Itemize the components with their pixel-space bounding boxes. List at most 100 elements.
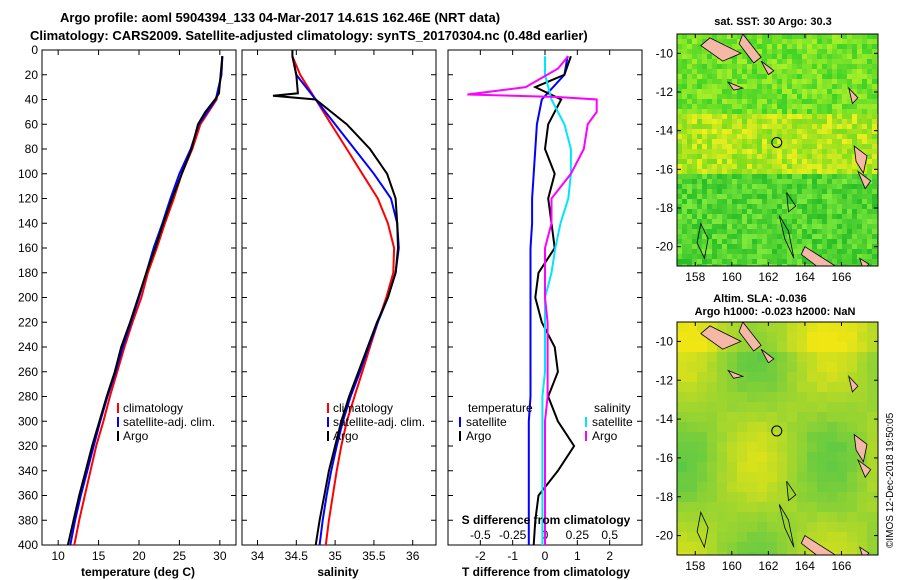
sla-map-cell xyxy=(717,472,727,482)
sla-map-cell xyxy=(787,542,797,552)
sst-map-island xyxy=(848,86,859,105)
sst-map-cell xyxy=(697,139,702,144)
sst-map-cell xyxy=(677,204,682,209)
sst-map-cell xyxy=(867,109,872,114)
sst-map-cell xyxy=(677,239,682,244)
sst-map-cell xyxy=(732,89,737,94)
sst-map-cell xyxy=(867,39,872,44)
sla-map-cell xyxy=(867,512,877,522)
sst-map-cell xyxy=(847,94,852,99)
sst-map-cell xyxy=(737,214,742,219)
sst-map-cell xyxy=(832,254,837,259)
sst-map-cell xyxy=(782,104,787,109)
sst-map-cell xyxy=(717,154,722,159)
sla-map-xtick-label: 158 xyxy=(685,559,705,573)
sst-map-cell xyxy=(827,144,832,149)
sst-map-cell xyxy=(812,44,817,49)
sst-map-cell xyxy=(792,219,797,224)
sst-map-cell xyxy=(752,229,757,234)
sst-map-cell xyxy=(797,84,802,89)
sst-map-cell xyxy=(857,204,862,209)
sla-map-cell xyxy=(677,382,687,392)
sst-map-cell xyxy=(707,109,712,114)
sst-map-cell xyxy=(742,249,747,254)
sst-map-cell xyxy=(767,259,772,264)
sst-map-cell xyxy=(807,214,812,219)
sst-map-cell xyxy=(697,84,702,89)
depth-tick-label: 320 xyxy=(18,439,38,453)
sst-map-cell xyxy=(757,224,762,229)
sst-map-cell xyxy=(807,114,812,119)
sst-map-cell xyxy=(847,254,852,259)
sst-map-cell xyxy=(717,129,722,134)
sst-map-cell xyxy=(682,179,687,184)
sst-map-cell xyxy=(697,149,702,154)
sst-map-cell xyxy=(802,259,807,264)
sst-map-cell xyxy=(777,69,782,74)
sla-map-cell xyxy=(857,532,867,542)
temperature-series-climatology xyxy=(73,56,224,545)
sst-map-cell xyxy=(697,199,702,204)
sst-map-cell xyxy=(677,224,682,229)
sst-map-cell xyxy=(732,39,737,44)
sst-map-cell xyxy=(832,144,837,149)
sst-map-cell xyxy=(742,134,747,139)
sst-map-cell xyxy=(722,119,727,124)
sst-map-cell xyxy=(777,39,782,44)
sst-map-cell xyxy=(782,264,787,266)
sst-map-cell xyxy=(827,249,832,254)
sst-map-cell xyxy=(872,154,877,159)
sst-map-cell xyxy=(807,69,812,74)
sla-map-title: Altim. SLA: -0.036 xyxy=(713,293,807,305)
sla-map-cell xyxy=(817,352,827,362)
difference-series-temperature-argo xyxy=(532,55,576,545)
sla-map-cell xyxy=(677,342,687,352)
sst-map-cell xyxy=(812,54,817,59)
sst-map-cell xyxy=(742,164,747,169)
sst-map-cell xyxy=(852,59,857,64)
sst-map-cell xyxy=(742,149,747,154)
sla-map-cell xyxy=(747,452,757,462)
sla-map-cell xyxy=(777,492,787,502)
sst-map-cell xyxy=(747,69,752,74)
sst-map-cell xyxy=(702,119,707,124)
sst-map-cell xyxy=(677,69,682,74)
depth-tick-label: 60 xyxy=(25,117,39,131)
sst-map-cell xyxy=(737,144,742,149)
sst-map-cell xyxy=(812,184,817,189)
sla-map-cell xyxy=(847,552,857,555)
sst-map-cell xyxy=(747,179,752,184)
sla-map-cell xyxy=(827,322,837,332)
sst-map-cell xyxy=(862,64,867,69)
sst-map-cell xyxy=(852,54,857,59)
sla-map-cell xyxy=(797,422,807,432)
sst-map-cell xyxy=(867,219,872,224)
sst-map-cell xyxy=(807,154,812,159)
sst-map-cell xyxy=(762,69,767,74)
sst-map-cell xyxy=(712,249,717,254)
sla-map-cell xyxy=(777,322,787,332)
sst-map-cell xyxy=(762,49,767,54)
sst-map-cell xyxy=(697,239,702,244)
sla-map-cell xyxy=(777,422,787,432)
sst-map-cell xyxy=(837,44,842,49)
sst-map-cell xyxy=(697,39,702,44)
sst-map-cell xyxy=(687,129,692,134)
sla-map-cell xyxy=(707,462,717,472)
sst-map-cell xyxy=(682,69,687,74)
sst-map-cell xyxy=(767,139,772,144)
sst-map-cell xyxy=(822,54,827,59)
sst-map-island xyxy=(858,257,870,266)
sst-map-cell xyxy=(772,204,777,209)
sst-map-cell xyxy=(722,114,727,119)
sla-map-cell xyxy=(757,432,767,442)
sst-map-cell xyxy=(852,119,857,124)
sst-map-cell xyxy=(822,69,827,74)
sla-map-cell xyxy=(807,372,817,382)
sst-map-cell xyxy=(702,99,707,104)
sst-map-cell xyxy=(697,254,702,259)
sla-map-cell xyxy=(767,432,777,442)
sla-map-cell xyxy=(717,512,727,522)
sst-map-cell xyxy=(842,254,847,259)
sst-map-cell xyxy=(832,229,837,234)
